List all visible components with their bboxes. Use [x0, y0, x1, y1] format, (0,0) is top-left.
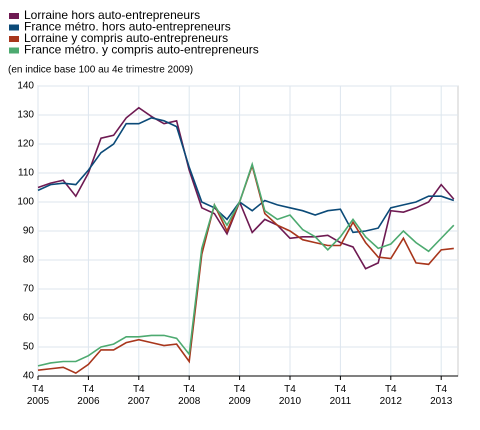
y-tick-label: 110: [18, 168, 34, 179]
series-line: [37, 117, 455, 234]
x-tick-label: T4 2012: [379, 384, 402, 407]
y-tick-label: 60: [23, 313, 35, 324]
legend-swatch: [9, 24, 19, 31]
series-line: [37, 163, 454, 375]
legend-label: France métro. hors auto-entrepreneurs: [24, 20, 231, 34]
y-tick-label: 70: [23, 284, 35, 295]
series-line: [37, 161, 455, 367]
x-tick-label: T4 2009: [228, 384, 251, 407]
x-tick-label: T4 2011: [329, 384, 352, 407]
series-line: [37, 106, 455, 270]
legend-swatch: [9, 13, 19, 19]
y-tick-label: 40: [23, 371, 35, 382]
x-tick-label: T4 2010: [278, 384, 302, 407]
legend-swatch: [9, 47, 19, 54]
y-tick-label: 140: [17, 81, 34, 92]
y-tick-label: 120: [17, 139, 34, 150]
legend-label: France métro. y compris auto-entrepreneu…: [24, 43, 259, 57]
y-tick-label: 90: [23, 226, 35, 237]
subtitle: (en indice base 100 au 4e trimestre 2009…: [8, 65, 193, 76]
y-tick-label: 50: [23, 342, 35, 353]
y-tick-label: 100: [17, 197, 34, 208]
x-tick-label: T4 2006: [77, 384, 100, 407]
x-tick-label: T4 2008: [178, 384, 201, 407]
x-tick-label: T4 2013: [430, 384, 453, 407]
legend-label: Lorraine hors auto-entrepreneurs: [24, 8, 200, 22]
y-tick-label: 80: [23, 255, 35, 266]
legend-swatch: [9, 36, 19, 42]
y-tick-label: 130: [17, 110, 34, 121]
x-tick-label: T4 2007: [127, 384, 150, 407]
x-tick-label: T4 2005: [26, 384, 50, 407]
legend-label: Lorraine y compris auto-entrepreneurs: [24, 31, 228, 45]
